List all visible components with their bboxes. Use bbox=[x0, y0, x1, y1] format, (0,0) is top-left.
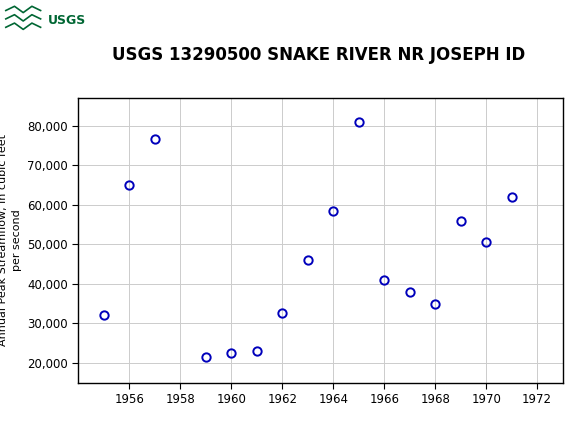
Text: USGS 13290500 SNAKE RIVER NR JOSEPH ID: USGS 13290500 SNAKE RIVER NR JOSEPH ID bbox=[113, 46, 525, 64]
Bar bbox=[3, 2, 70, 40]
Y-axis label: Annual Peak Streamflow, in cubic feet
per second: Annual Peak Streamflow, in cubic feet pe… bbox=[0, 134, 21, 346]
Text: USGS: USGS bbox=[48, 15, 86, 28]
